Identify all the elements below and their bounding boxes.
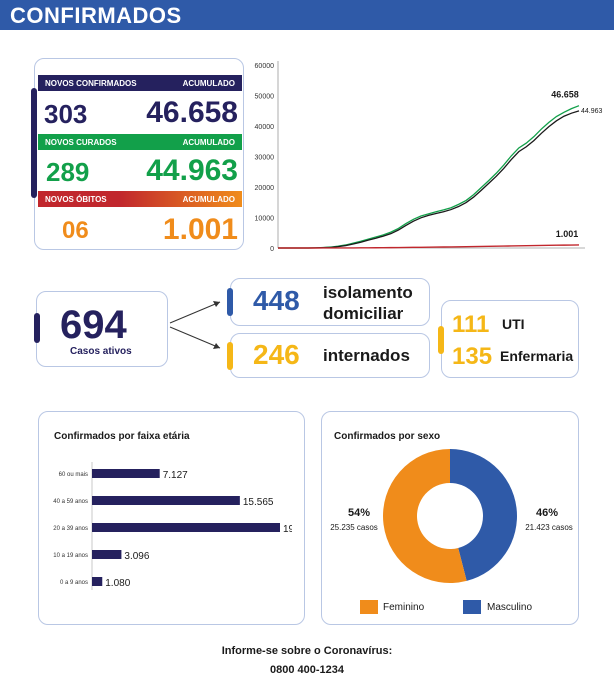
series-line-bitos	[278, 244, 580, 249]
isolamento-line2: domiciliar	[323, 304, 404, 323]
obitos-novos: 06	[62, 217, 89, 244]
pct-feminino: 54%	[348, 507, 370, 519]
bar-1	[92, 496, 240, 505]
uti-value: 111	[452, 311, 490, 338]
bar-category-label: 40 a 59 anos	[53, 499, 88, 505]
bar-category-label: 0 a 9 anos	[60, 580, 88, 586]
label-curados: 44.963	[581, 108, 603, 115]
footer-phone: 0800 400-1234	[269, 664, 344, 676]
label-obitos: 1.001	[556, 229, 579, 239]
bar-category-label: 60 ou mais	[59, 472, 88, 478]
y-tick-label: 30000	[255, 155, 275, 162]
age-chart-title: Confirmados por faixa etária	[54, 431, 190, 442]
summary-accent-bar	[31, 88, 37, 198]
bar-2	[92, 523, 280, 532]
uti-label: UTI	[502, 316, 525, 332]
line-chart: 60000 50000 40000 30000 20000 10000 0 46.658 44.…	[255, 61, 603, 253]
confirmados-acc-label: ACUMULADO	[182, 78, 235, 88]
sex-donut-chart: 54% 25.235 casos 46% 21.423 casos	[330, 449, 573, 583]
enfermaria-label: Enfermaria	[500, 348, 574, 364]
sex-chart-title: Confirmados por sexo	[334, 431, 441, 442]
age-bar-chart: 60 ou mais 7.127 40 a 59 anos 15.565 20 a 39…	[53, 462, 292, 590]
curados-label: NOVOS CURADOS	[45, 137, 117, 147]
curados-acc-label: ACUMULADO	[182, 137, 235, 147]
count-masculino: 21.423 casos	[525, 523, 573, 532]
internados-card	[230, 333, 430, 378]
confirmados-label: NOVOS CONFIRMADOS	[45, 78, 137, 88]
obitos-acumulado: 1.001	[162, 213, 238, 246]
internados-accent-bar	[227, 342, 233, 370]
bar-0	[92, 469, 160, 478]
ativos-label: Casos ativos	[70, 346, 132, 357]
legend-feminino-swatch	[360, 600, 378, 614]
isolamento-accent-bar	[227, 288, 233, 316]
obitos-acc-label: ACUMULADO	[182, 194, 235, 204]
internados-value: 246	[253, 339, 300, 370]
obitos-header: NOVOS ÓBITOS ACUMULADO	[38, 191, 242, 207]
curados-header: NOVOS CURADOS ACUMULADO	[38, 134, 242, 150]
legend-feminino-label: Feminino	[383, 602, 425, 613]
y-tick-label: 10000	[255, 216, 275, 223]
isolamento-line1: isolamento	[323, 283, 413, 302]
obitos-label: NOVOS ÓBITOS	[45, 194, 107, 204]
bar-3	[92, 550, 122, 559]
y-tick-label: 0	[270, 246, 274, 253]
count-feminino: 25.235 casos	[330, 523, 378, 532]
leitos-card	[441, 300, 579, 378]
legend-masculino-swatch	[463, 600, 481, 614]
ativos-accent-bar	[34, 313, 40, 343]
bar-value-label: 7.127	[163, 470, 188, 481]
y-tick-label: 40000	[255, 124, 275, 131]
legend-masculino-label: Masculino	[487, 602, 533, 613]
age-chart-card	[38, 411, 305, 625]
header-banner: CONFIRMADOS	[0, 0, 614, 30]
label-confirmados: 46.658	[551, 90, 579, 100]
arrows	[169, 301, 221, 349]
curados-acumulado: 44.963	[146, 154, 238, 187]
curados-novos: 289	[46, 157, 90, 187]
confirmados-header: NOVOS CONFIRMADOS ACUMULADO	[38, 75, 242, 91]
series-line-curados	[278, 110, 580, 249]
bar-value-label: 3.096	[124, 551, 149, 562]
confirmados-novos: 303	[44, 99, 88, 129]
bar-category-label: 20 a 39 anos	[53, 526, 88, 532]
series-line-confirmados	[278, 105, 580, 249]
isolamento-card	[230, 278, 430, 326]
ativos-card	[36, 291, 168, 367]
leitos-accent-bar	[438, 326, 444, 354]
enfermaria-value: 135	[452, 343, 493, 370]
bar-value-label: 15.565	[243, 497, 274, 508]
page-title: CONFIRMADOS	[10, 3, 182, 28]
y-tick-label: 50000	[255, 94, 275, 101]
y-tick-label: 60000	[255, 63, 275, 70]
pct-masculino: 46%	[536, 507, 558, 519]
internados-label: internados	[323, 346, 410, 365]
ativos-value: 694	[60, 303, 127, 347]
y-tick-label: 20000	[255, 185, 275, 192]
donut-slice-feminino	[382, 449, 467, 583]
footer-line1: Informe-se sobre o Coronavírus:	[221, 645, 393, 657]
bar-category-label: 10 a 19 anos	[53, 553, 88, 559]
bar-4	[92, 577, 103, 586]
sex-chart-card	[321, 411, 579, 625]
bar-value-label: 19.790	[283, 524, 292, 535]
bar-value-label: 1.080	[105, 578, 130, 589]
donut-slice-masculino	[450, 449, 517, 581]
isolamento-value: 448	[253, 285, 300, 316]
confirmados-acumulado: 46.658	[146, 96, 238, 129]
